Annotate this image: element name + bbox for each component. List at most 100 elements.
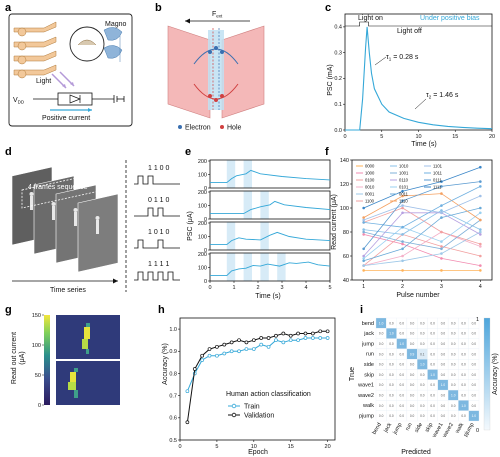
i-cell-value: 0.0 (389, 383, 394, 387)
e-xtick-label: 3 (280, 285, 283, 291)
f-series-line (363, 212, 481, 259)
h-ylabel: Accuracy (%) (162, 343, 169, 385)
h-xtick-label: 0 (178, 444, 181, 450)
f-xlabel: Pulse number (396, 292, 440, 299)
i-cell-value: 0.0 (420, 393, 425, 397)
i-cell-value: 0.0 (451, 352, 456, 356)
i-cell-value: 0.0 (420, 373, 425, 377)
g-heatmap-bottom (56, 361, 120, 405)
pulse-code-label: 1 1 0 0 (148, 165, 170, 172)
i-cell-value: 0.0 (430, 332, 435, 336)
e-psc-curve (210, 261, 331, 277)
f-series-point (479, 264, 482, 267)
f-series-point (362, 228, 365, 231)
f-series-point (440, 247, 443, 251)
i-cell-value: 0.0 (400, 373, 405, 377)
i-row-label: walk (362, 403, 374, 409)
pulse-code-label: 1 1 1 1 (148, 261, 170, 268)
h-ytick-label: 0.9 (169, 349, 177, 355)
magno-cells (103, 27, 123, 62)
neuron-cluster: Magno (13, 21, 127, 79)
h-series-point (311, 336, 315, 340)
h-ytick-label: 1.0 (169, 327, 177, 333)
f-legend-label: 0100 (365, 178, 375, 183)
h-series-point (281, 331, 286, 336)
h-series-point (185, 389, 190, 394)
h-ytick-label: 0.6 (169, 416, 177, 422)
time-series-label: Time series (50, 287, 86, 294)
light-off-label: Light off (397, 28, 422, 35)
panel-h: h 0 5 10 15 20 0.5 0.6 0.7 0.8 0.9 1.0 Accuracy (%… (158, 304, 336, 456)
i-cell-value: 1.0 (400, 342, 405, 346)
electron-legend: Electron (185, 125, 211, 132)
panel-a-frame (8, 13, 133, 127)
i-cell-value: 0.0 (389, 414, 394, 418)
i-cell-value: 0.0 (379, 332, 384, 336)
panel-a: a Magno Light (5, 2, 133, 127)
c-ytick-label: 0.3 (334, 50, 342, 56)
f-legend-label: 1111 (433, 185, 442, 190)
tau1-label: τ1 = 0.28 s (386, 54, 419, 62)
i-cell-value: 1.0 (420, 363, 425, 367)
i-cell-value: 0.0 (389, 404, 394, 408)
i-cell-value: 0.0 (420, 383, 425, 387)
panel-f: f 1 2 3 4 40 60 80 100 120 140 0000 1000 0100 0010 000… (325, 146, 493, 299)
i-cell-value: 0.0 (441, 332, 446, 336)
i-row-label: side (364, 362, 374, 368)
f-legend-label: 0111 (433, 178, 442, 183)
i-cell-value: 1.0 (379, 321, 384, 325)
panel-label-g: g (5, 304, 12, 316)
f-legend-label: 1100 (365, 199, 375, 204)
h-legend-train: Train (244, 404, 260, 411)
pulse-train (134, 207, 180, 217)
h-series-point (318, 336, 323, 340)
i-cell-value: 0.0 (420, 414, 425, 418)
e-psc-curve (210, 169, 331, 184)
i-cell-value: 0.0 (461, 373, 466, 377)
f-legend-label: 0000 (365, 164, 375, 169)
chart-h: 0 5 10 15 20 0.5 0.6 0.7 0.8 0.9 1.0 (169, 317, 336, 450)
f-legend-label: 0001 (365, 192, 375, 197)
f-series-point (440, 204, 443, 207)
e-ytick-label: 200 (198, 190, 207, 196)
f-series-point (401, 247, 404, 251)
e-xlabel: Time (s) (255, 293, 280, 300)
e-ylabel: PSC (μA) (187, 211, 194, 241)
h-series-point (303, 331, 308, 336)
f-series-point (401, 225, 404, 229)
f-series-point (479, 269, 482, 272)
f-series-point (440, 209, 443, 212)
h-xtick-label: 10 (251, 444, 257, 450)
i-cell-value: 1.0 (441, 383, 446, 387)
f-series-point (479, 254, 482, 258)
e-pulse-shade (226, 160, 236, 188)
h-series-point (207, 353, 212, 358)
h-ytick-label: 0.8 (169, 371, 177, 377)
e-psc-curve (210, 200, 331, 215)
f-series-point (401, 199, 404, 203)
light-arrows: Light (36, 71, 75, 89)
h-xlabel: Epoch (248, 449, 268, 456)
f-series-point (401, 259, 404, 263)
e-ytick-label: 200 (198, 159, 207, 165)
i-cell-value: 0.0 (461, 321, 466, 325)
h-series-point (215, 344, 219, 349)
h-series-point (192, 367, 197, 371)
i-cell-value: 0.0 (400, 404, 405, 408)
i-cell-value: 0.0 (400, 363, 405, 367)
e-pulse-shade (243, 191, 252, 219)
e-axes (209, 159, 331, 189)
i-cell-value: 0.0 (441, 342, 446, 346)
h-series-point (251, 338, 256, 343)
h-series-point (259, 336, 264, 340)
light-label: Light (36, 78, 51, 85)
panel-label-e: e (185, 146, 191, 158)
i-cell-value: 0.0 (461, 393, 466, 397)
i-cell-value: 0.0 (410, 332, 415, 336)
e-ytick-label: 100 (198, 234, 207, 240)
i-cell-value: 0.0 (400, 332, 405, 336)
i-cell-value: 0.0 (389, 342, 394, 346)
e-axes (209, 252, 331, 282)
f-series-point (440, 252, 443, 255)
f-series-line (363, 219, 481, 250)
